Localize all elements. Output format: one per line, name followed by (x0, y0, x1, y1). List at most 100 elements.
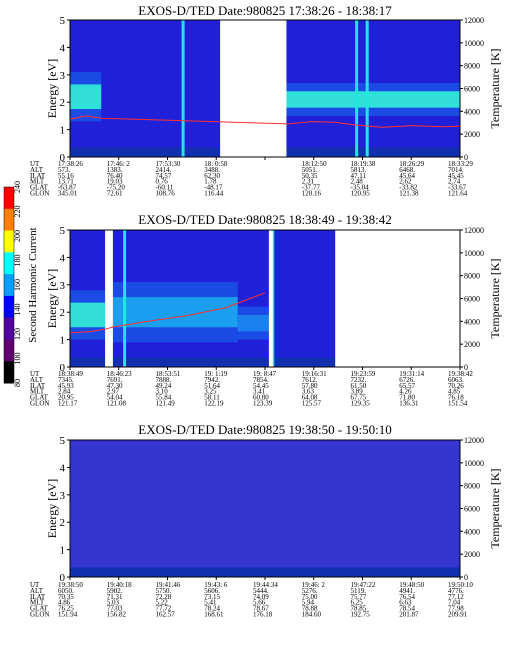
table-cell: -37.77 (302, 184, 321, 192)
table-cell: 57.80 (302, 382, 318, 390)
table-cell: 122.19 (204, 400, 224, 408)
table-cell: 78.85 (351, 605, 367, 613)
table-row-label: UT (30, 581, 40, 589)
table-cell: 76.40 (107, 172, 123, 180)
table-cell: 51.64 (204, 382, 220, 390)
table-cell: 76.54 (399, 593, 415, 601)
temperature-tick-label: 0 (464, 153, 468, 162)
energy-spectrogram-panel-1: EXOS-D/TED Date:980825 17:38:26 - 18:38:… (30, 3, 502, 198)
temperature-tick-label: 6000 (464, 85, 480, 94)
table-cell: 0.76 (156, 178, 169, 186)
table-cell: 2.31 (302, 178, 315, 186)
table-cell: 192.75 (351, 611, 371, 619)
table-cell: -35.04 (351, 184, 370, 192)
table-cell: 4941. (399, 587, 415, 595)
temperature-tick-label: 2000 (464, 130, 480, 139)
colorbar-tick-label: 120 (13, 328, 22, 340)
colorbar-segment (4, 187, 14, 210)
table-cell: 121.64 (448, 190, 468, 198)
temperature-axis-label: Temperature [K] (488, 468, 502, 548)
table-cell: 19: 1:19 (204, 370, 228, 378)
chart-title: EXOS-D/TED Date:980825 17:38:26 - 18:38:… (138, 3, 392, 18)
table-cell: 5.03 (107, 599, 120, 607)
table-cell: 55.84 (156, 394, 172, 402)
table-cell: 2.48 (351, 178, 364, 186)
table-cell: 176.18 (253, 611, 273, 619)
temperature-tick-label: 4000 (464, 107, 480, 116)
energy-axis-label: Energy [eV] (45, 59, 59, 118)
data-gap (220, 20, 287, 157)
table-cell: 19:23:59 (351, 370, 376, 378)
energy-tick-label: 1 (60, 125, 66, 137)
table-cell: 19:38:50 (58, 581, 83, 589)
table-cell: 6.25 (351, 599, 364, 607)
table-row-label: GLAT (30, 184, 49, 192)
table-cell: 5750. (156, 587, 172, 595)
colorbar-label: Second Harmonic Current (27, 227, 39, 342)
table-cell: 55.16 (58, 172, 74, 180)
table-cell: 18:53:51 (156, 370, 181, 378)
temperature-line (69, 115, 461, 128)
table-cell: 72.61 (107, 190, 123, 198)
data-gap (268, 230, 273, 367)
table-cell: 17:53:30 (156, 160, 181, 168)
table-cell: 7.04 (448, 599, 461, 607)
table-cell: 3.41 (253, 388, 266, 396)
energy-tick-label: 4 (60, 252, 66, 264)
table-cell: 125.57 (302, 400, 322, 408)
table-cell: 77.12 (448, 593, 464, 601)
temperature-tick-label: 8000 (464, 62, 480, 71)
energy-tick-label: 5 (60, 225, 66, 237)
colorbar-frame (3, 186, 15, 384)
table-cell: 76.18 (448, 394, 464, 402)
table-cell: 77.72 (156, 605, 172, 613)
energy-tick-label: 3 (60, 280, 66, 292)
temperature-tick-label: 10000 (464, 39, 484, 48)
colorbar-segment (4, 339, 14, 362)
low-energy-strip (70, 357, 460, 367)
table-cell: 5.22 (156, 599, 169, 607)
table-cell: 74.09 (253, 593, 269, 601)
table-cell: 18:19:38 (351, 160, 376, 168)
energy-tick-label: 1 (60, 335, 66, 347)
table-cell: 162.57 (156, 611, 176, 619)
table-row-label: MLT (30, 388, 45, 396)
temperature-tick-label: 4000 (464, 317, 480, 326)
energy-axis-label: Energy [eV] (45, 269, 59, 328)
table-cell: 3.63 (302, 388, 315, 396)
energy-tick-label: 0 (60, 572, 66, 584)
table-cell: 19:38:42 (448, 370, 473, 378)
table-cell: 121.17 (58, 400, 78, 408)
temperature-tick-label: 8000 (464, 482, 480, 491)
colorbar-tick-label: 140 (13, 304, 22, 316)
table-cell: 6468. (399, 166, 415, 174)
temperature-line (69, 292, 266, 334)
energy-axis-label: Energy [eV] (45, 479, 59, 538)
table-cell: 60.80 (253, 394, 269, 402)
temperature-tick-label: 12000 (464, 436, 484, 445)
table-cell: 13.71 (58, 178, 74, 186)
table-cell: 65.57 (399, 382, 415, 390)
table-cell: 62.30 (204, 172, 220, 180)
table-cell: 71.31 (107, 593, 123, 601)
chart-title: EXOS-D/TED Date:980825 19:38:50 - 19:50:… (138, 422, 391, 437)
temperature-axis-label: Temperature [K] (488, 258, 502, 338)
table-cell: 129.35 (351, 400, 371, 408)
table-row-label: ILAT (30, 172, 46, 180)
temperature-tick-label: 0 (464, 573, 468, 582)
table-cell: 17:38:26 (58, 160, 83, 168)
table-cell: 54.45 (253, 382, 269, 390)
table-row-label: ILAT (30, 593, 46, 601)
table-cell: 19.03 (107, 178, 123, 186)
table-cell: 19:16:31 (302, 370, 327, 378)
colorbar-tick-label: 80 (13, 379, 22, 387)
colorbar-segment (4, 295, 14, 319)
colorbar-tick-label: 160 (13, 279, 22, 291)
table-cell: 18:33:29 (448, 160, 473, 168)
table-cell: 45.45 (448, 172, 464, 180)
table-row-label: GLON (30, 400, 49, 408)
table-cell: 18:46:23 (107, 370, 132, 378)
temperature-tick-label: 8000 (464, 272, 480, 281)
table-cell: 209.91 (448, 611, 468, 619)
table-cell: 156.82 (107, 611, 127, 619)
